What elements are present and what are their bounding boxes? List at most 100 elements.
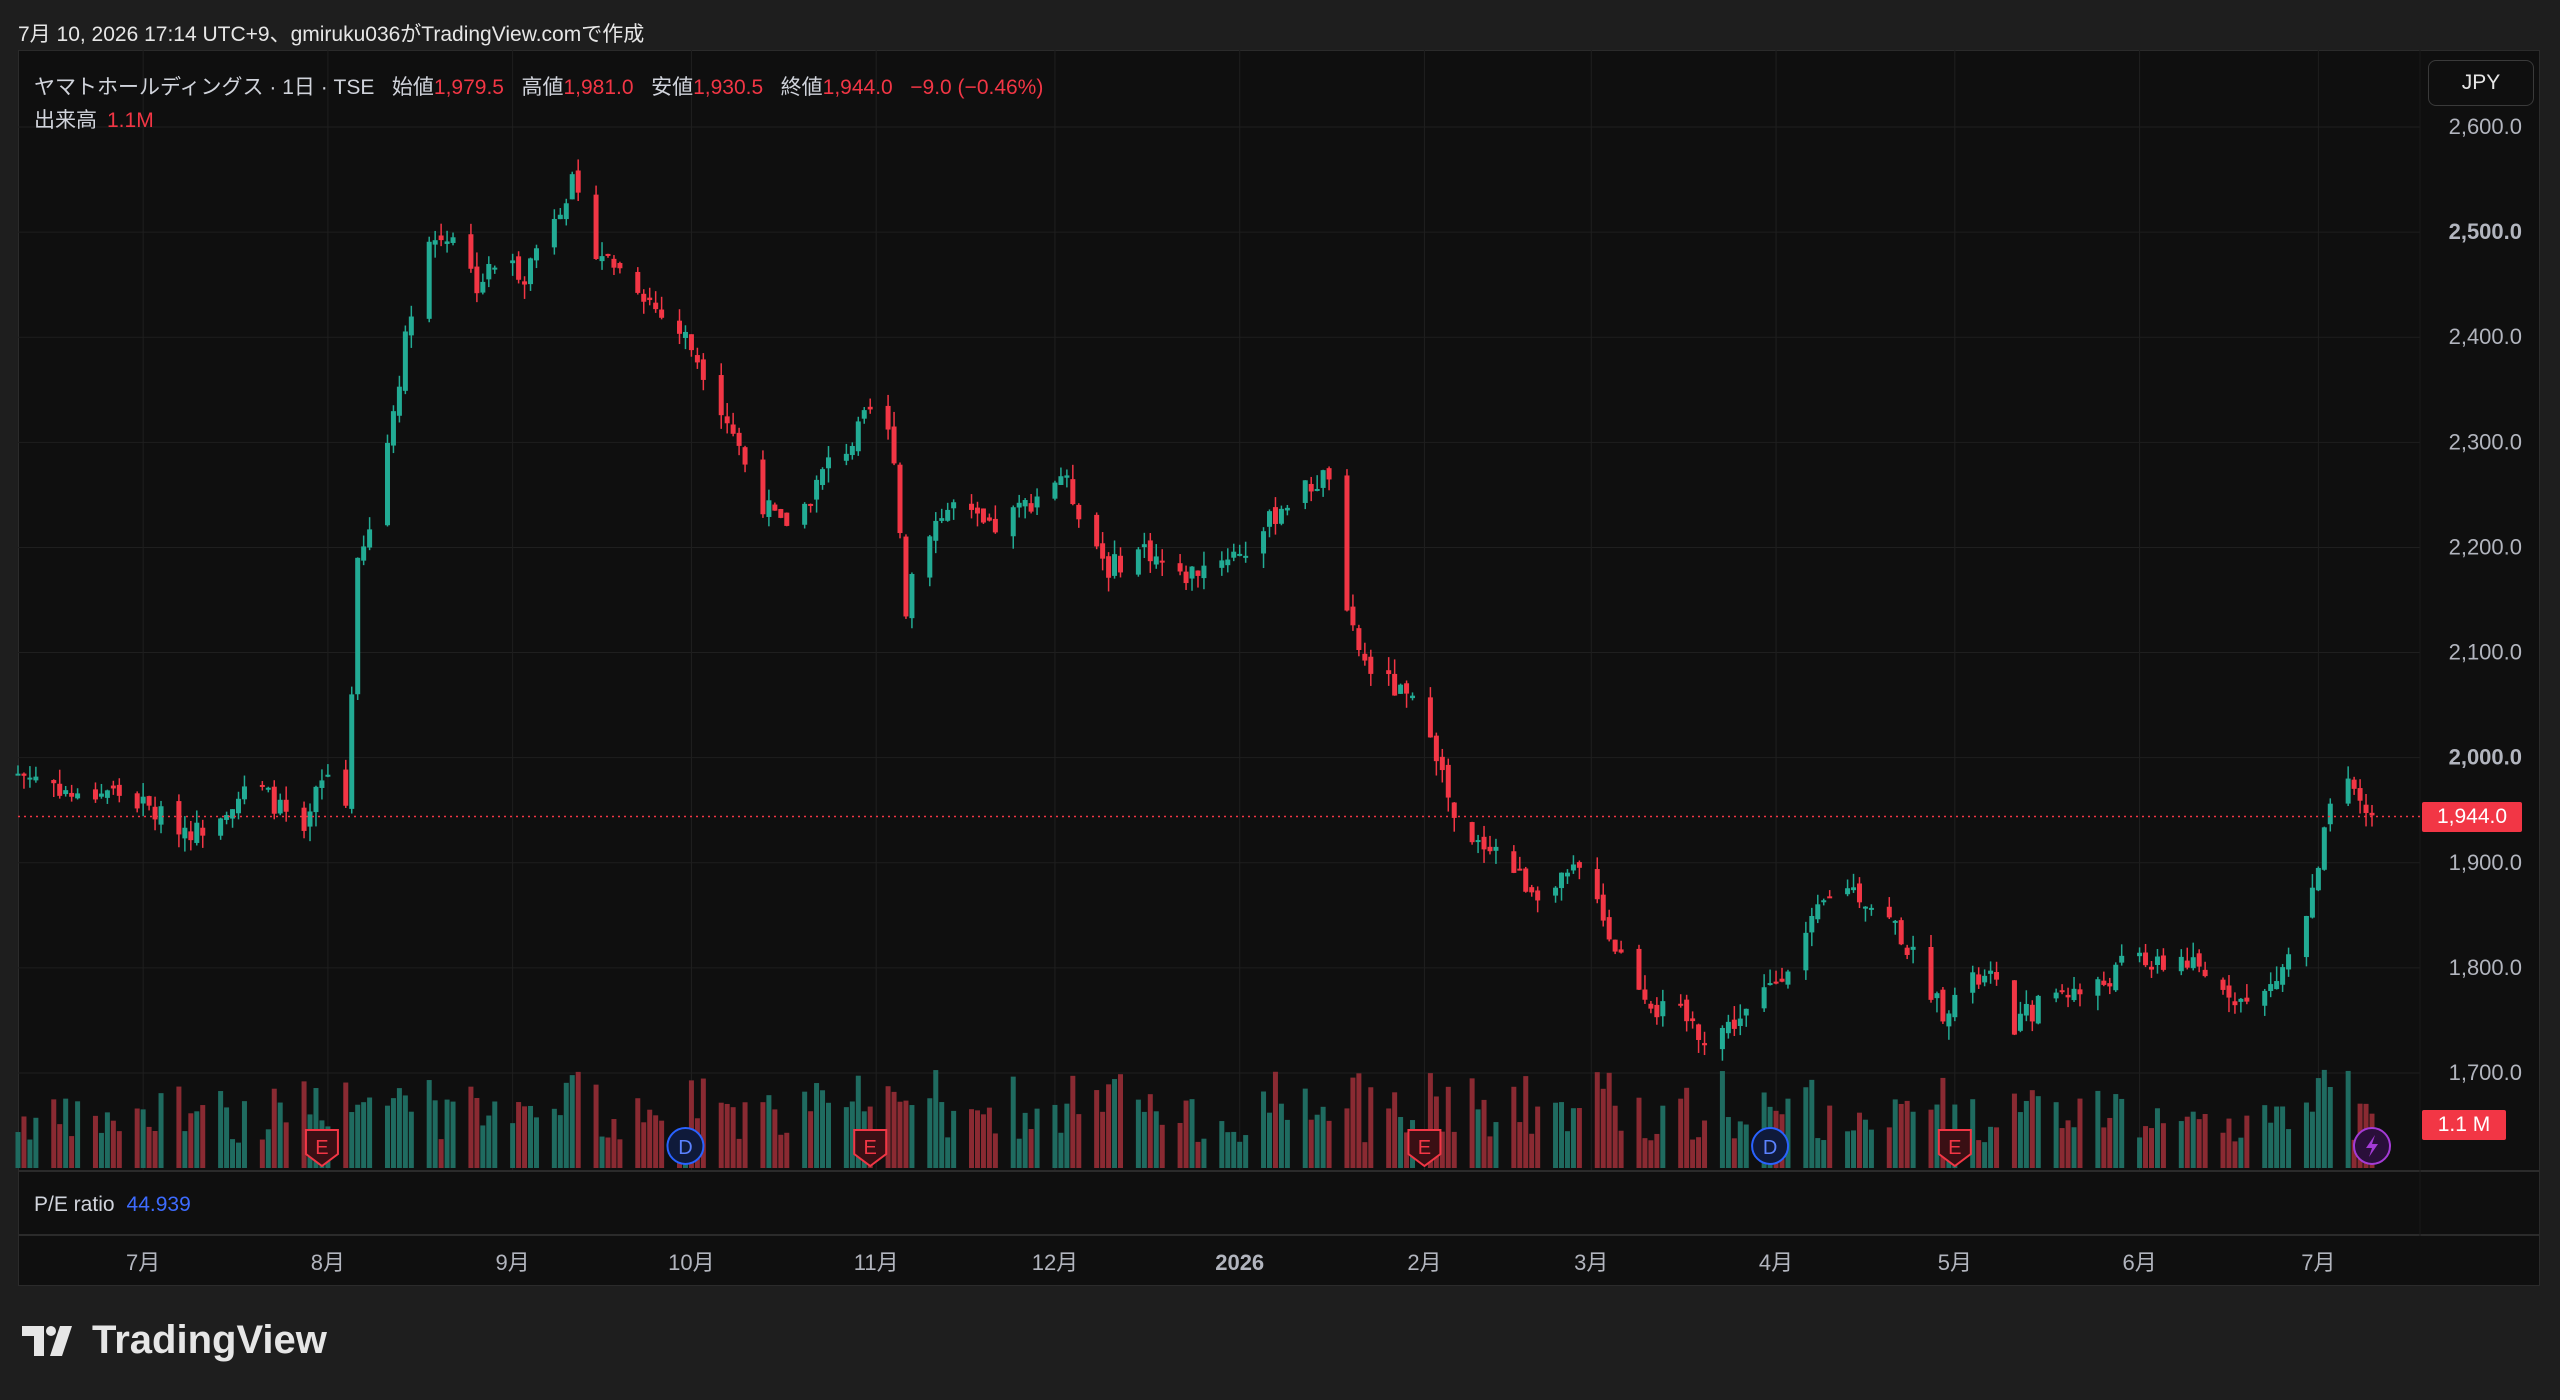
volume-bar	[2053, 1102, 2059, 1168]
candle-body	[980, 508, 986, 523]
pe-label[interactable]: P/E ratio	[34, 1193, 115, 1216]
candle-body	[522, 281, 528, 285]
volume-bar	[641, 1122, 647, 1168]
volume-bar	[1564, 1131, 1570, 1168]
volume-bar	[820, 1090, 826, 1168]
low-value: 1,930.5	[693, 76, 764, 99]
volume-bar	[1785, 1098, 1791, 1168]
volume-bar	[75, 1101, 81, 1168]
volume-bar	[2274, 1106, 2280, 1168]
volume-bar	[2119, 1098, 2125, 1168]
candle-body	[1946, 1013, 1952, 1027]
candle-body	[1719, 1027, 1725, 1050]
x-tick-label: 2026	[1215, 1250, 1264, 1275]
volume-bar	[897, 1101, 903, 1168]
candle-body	[1320, 470, 1326, 488]
candle-body	[808, 503, 814, 506]
volume-bar	[778, 1134, 784, 1168]
candle-body	[2262, 990, 2268, 1006]
candle-body	[1183, 571, 1189, 584]
volume-bar	[980, 1114, 986, 1168]
candle-body	[1076, 504, 1082, 520]
candle-body	[1410, 695, 1416, 699]
tradingview-logo[interactable]: TradingView	[22, 1318, 327, 1363]
candle-body	[974, 507, 980, 514]
chart-frame[interactable]	[18, 50, 2540, 1286]
candle-body	[2202, 969, 2208, 977]
candle-body	[1219, 560, 1225, 568]
symbol-label[interactable]: ヤマトホールディングス · 1日 · TSE	[34, 76, 375, 99]
currency-button[interactable]: JPY	[2428, 60, 2534, 106]
candle-body	[718, 375, 724, 416]
candle-body	[760, 459, 766, 515]
candle-body	[951, 502, 957, 509]
candle-body	[152, 806, 158, 820]
volume-bar	[1487, 1136, 1493, 1168]
volume-label[interactable]: 出来高	[34, 109, 97, 132]
candle-body	[2077, 989, 2083, 995]
volume-bar	[974, 1110, 980, 1168]
volume-bar	[2309, 1111, 2315, 1168]
bolt-icon	[2366, 1135, 2378, 1157]
candle-body	[2280, 967, 2286, 985]
candle-body	[2148, 966, 2154, 970]
volume-bar	[2143, 1126, 2149, 1168]
volume-bar	[1362, 1142, 1368, 1168]
volume-bar	[200, 1105, 206, 1168]
volume-bar	[1678, 1098, 1684, 1168]
candle-body	[2327, 803, 2333, 825]
candle-body	[15, 773, 21, 776]
candle-body	[2268, 984, 2274, 991]
volume-bar	[1272, 1071, 1278, 1168]
volume-bar	[700, 1078, 706, 1168]
candle-body	[241, 786, 247, 800]
volume-bar	[1511, 1086, 1517, 1168]
earnings-marker-label: E	[315, 1137, 328, 1159]
volume-bar	[2095, 1090, 2101, 1168]
volume-bar	[224, 1107, 230, 1168]
candle-body	[1135, 549, 1141, 575]
candle-body	[2345, 778, 2351, 804]
candle-body	[140, 796, 146, 804]
volume-bar	[1576, 1108, 1582, 1168]
candle-body	[2286, 954, 2292, 970]
candle-body	[33, 776, 39, 781]
volume-bar	[1261, 1091, 1267, 1168]
earnings-marker-label: E	[1418, 1137, 1431, 1159]
volume-bar	[1910, 1111, 1916, 1168]
volume-bar	[140, 1109, 146, 1168]
volume-bar	[1851, 1130, 1857, 1168]
candle-body	[51, 780, 57, 784]
volume-bar	[1106, 1084, 1112, 1168]
candle-body	[510, 260, 516, 264]
candle-body	[27, 777, 33, 780]
volume-bar	[1892, 1099, 1898, 1168]
candle-body	[909, 573, 915, 619]
open-label: 始値	[391, 76, 434, 99]
candle-body	[1016, 502, 1022, 508]
volume-bar	[1183, 1100, 1189, 1168]
candle-body	[2321, 827, 2327, 870]
candle-body	[1988, 970, 1994, 974]
candle-body	[1439, 756, 1445, 771]
volume-bar	[390, 1098, 396, 1168]
volume-bar	[1618, 1130, 1624, 1168]
candle-body	[2274, 981, 2280, 990]
volume-bar	[2077, 1098, 2083, 1168]
volume-bar	[27, 1139, 33, 1168]
candle-body	[426, 241, 432, 319]
volume-bar	[2101, 1127, 2107, 1168]
candle-body	[1803, 932, 1809, 971]
candle-body	[903, 536, 909, 617]
volume-bar	[1809, 1079, 1815, 1168]
volume-bar	[396, 1088, 402, 1168]
x-tick-label: 7月	[2301, 1250, 2335, 1275]
volume-bar	[992, 1133, 998, 1168]
volume-bar	[1660, 1105, 1666, 1168]
high-label: 高値	[521, 76, 564, 99]
volume-bar	[2321, 1069, 2327, 1168]
volume-bar	[760, 1102, 766, 1168]
candle-body	[1261, 531, 1267, 554]
candle-body	[1553, 887, 1559, 896]
